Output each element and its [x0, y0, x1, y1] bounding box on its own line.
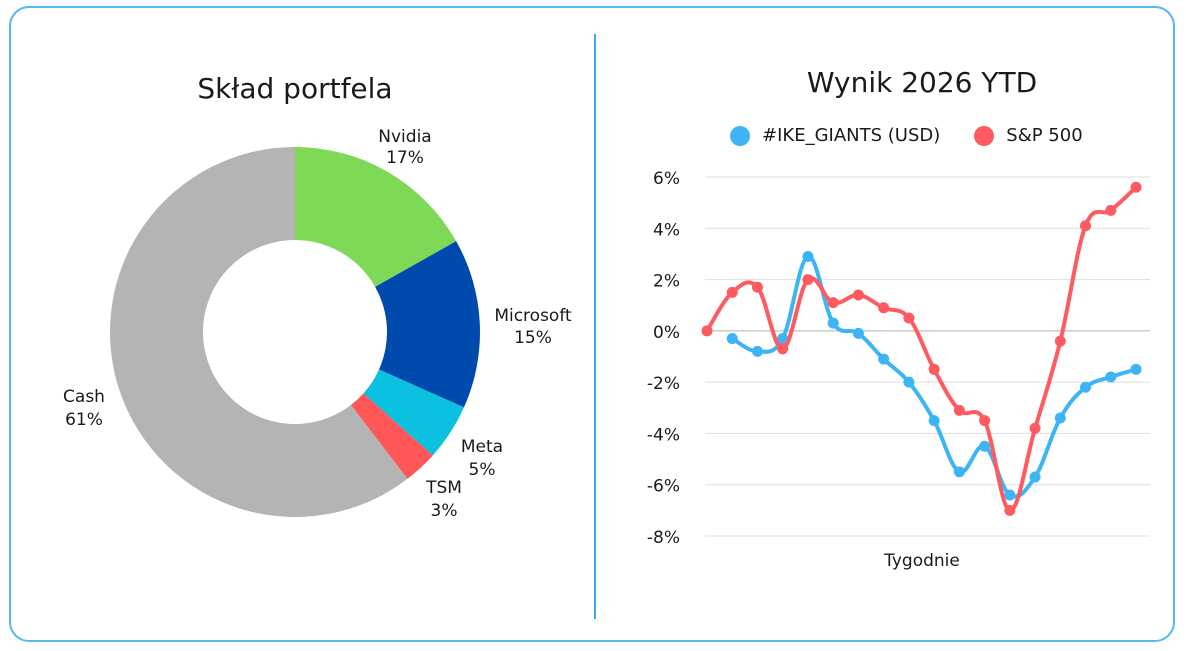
data-point-ike-giants-usd — [1130, 363, 1142, 375]
line-chart-title: Wynik 2026 YTD — [806, 66, 1038, 99]
data-point-s-p-500 — [852, 289, 864, 301]
data-point-ike-giants-usd — [802, 250, 814, 262]
pie-chart-title: Skład portfela — [197, 72, 393, 105]
legend-label-ike-giants: #IKE_GIANTS (USD) — [762, 125, 941, 146]
data-point-ike-giants-usd — [1105, 371, 1117, 383]
series-line-ike-giants-usd — [730, 254, 1138, 499]
y-tick-label: 2% — [653, 272, 680, 292]
y-tick-label: -6% — [647, 477, 680, 497]
pie-value-label-tsm: 3% — [431, 501, 458, 521]
data-point-s-p-500 — [751, 281, 763, 293]
pie-slice-meta — [363, 369, 464, 456]
y-tick-label: 6% — [653, 169, 680, 189]
pie-slice-tsm — [350, 393, 433, 479]
data-point-s-p-500 — [953, 404, 965, 416]
pie-slice-nvidia — [295, 147, 457, 287]
data-point-s-p-500 — [903, 312, 915, 324]
panel-divider — [594, 34, 596, 619]
data-point-ike-giants-usd — [827, 317, 839, 329]
pie-label-microsoft: Microsoft — [494, 306, 572, 326]
data-point-s-p-500 — [928, 363, 940, 375]
data-point-ike-giants-usd — [1080, 381, 1092, 393]
pie-value-label-microsoft: 15% — [514, 328, 552, 348]
y-tick-label: -4% — [647, 425, 680, 445]
y-tick-label: 4% — [653, 220, 680, 240]
pie-label-tsm: TSM — [425, 478, 462, 498]
pie-slice-microsoft — [375, 241, 481, 408]
data-point-ike-giants-usd — [777, 333, 789, 345]
x-axis-label: Tygodnie — [883, 551, 960, 571]
data-point-ike-giants-usd — [878, 353, 890, 365]
data-point-ike-giants-usd — [726, 333, 738, 345]
pie-value-label-cash: 61% — [65, 410, 103, 430]
data-point-s-p-500 — [1080, 220, 1092, 232]
data-point-s-p-500 — [1004, 504, 1016, 516]
legend-label-sp500: S&P 500 — [1006, 125, 1083, 146]
legend-item-ike-giants: #IKE_GIANTS (USD) — [730, 125, 940, 146]
data-point-s-p-500 — [777, 343, 789, 355]
data-point-ike-giants-usd — [1004, 489, 1016, 501]
data-point-ike-giants-usd — [751, 345, 763, 357]
data-point-s-p-500 — [701, 325, 713, 337]
pie-value-label-nvidia: 17% — [386, 148, 424, 168]
legend-item-sp500: S&P 500 — [974, 125, 1083, 146]
data-point-s-p-500 — [827, 297, 839, 309]
data-point-ike-giants-usd — [1054, 412, 1066, 424]
pie-value-label-meta: 5% — [469, 460, 496, 480]
line-chart-legend: #IKE_GIANTS (USD) S&P 500 — [730, 125, 1117, 146]
data-point-ike-giants-usd — [928, 415, 940, 427]
data-point-s-p-500 — [802, 274, 814, 286]
data-point-ike-giants-usd — [1029, 471, 1041, 483]
legend-marker-ike-giants — [730, 125, 750, 146]
data-point-s-p-500 — [1130, 181, 1142, 193]
data-point-s-p-500 — [726, 286, 738, 298]
y-tick-label: 0% — [653, 323, 680, 343]
y-tick-label: -8% — [647, 528, 680, 548]
pie-label-cash: Cash — [63, 387, 105, 407]
y-tick-label: -2% — [647, 374, 680, 394]
data-point-s-p-500 — [979, 415, 991, 427]
data-point-s-p-500 — [1054, 335, 1066, 347]
data-point-s-p-500 — [1105, 204, 1117, 216]
data-point-ike-giants-usd — [852, 327, 864, 339]
data-point-ike-giants-usd — [979, 440, 991, 452]
data-point-ike-giants-usd — [953, 466, 965, 478]
legend-marker-sp500 — [974, 125, 995, 146]
data-point-ike-giants-usd — [903, 376, 915, 388]
data-point-s-p-500 — [1029, 422, 1041, 434]
data-point-s-p-500 — [878, 302, 890, 314]
pie-label-nvidia: Nvidia — [378, 127, 431, 147]
pie-slice-cash — [110, 147, 408, 517]
pie-label-meta: Meta — [461, 437, 503, 457]
